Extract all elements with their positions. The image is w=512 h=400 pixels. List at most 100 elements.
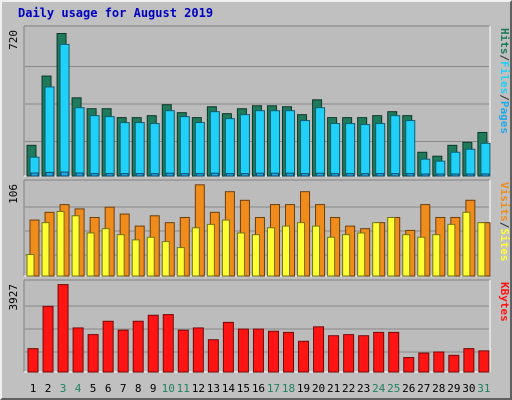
- x-axis-label-day-27: 27: [417, 382, 430, 395]
- bar-kbytes-day-26: [403, 357, 415, 373]
- bar-kbytes-day-9: [147, 314, 159, 373]
- bar-sites-day-25: [387, 216, 396, 277]
- bar-files-day-21: [330, 123, 341, 177]
- bar-pages-day-16: [255, 172, 264, 177]
- x-axis-label-day-18: 18: [282, 382, 295, 395]
- bar-sites-day-18: [282, 225, 291, 277]
- bar-sites-day-7: [116, 234, 125, 277]
- bar-pages-day-2: [45, 171, 54, 177]
- bar-kbytes-day-22: [343, 334, 355, 373]
- bar-files-day-20: [315, 107, 326, 177]
- bar-files-day-8: [134, 122, 145, 177]
- bar-files-day-15: [239, 114, 250, 177]
- bar-sites-day-12: [191, 227, 200, 277]
- x-axis-label-day-16: 16: [252, 382, 265, 395]
- x-axis-label-day-2: 2: [45, 382, 52, 395]
- bar-kbytes-day-16: [252, 328, 264, 373]
- y-axis-max-label: 106: [7, 184, 20, 204]
- bar-kbytes-day-25: [388, 331, 400, 373]
- bar-kbytes-day-27: [418, 352, 430, 373]
- bar-pages-day-14: [225, 173, 234, 177]
- bar-files-day-17: [269, 110, 280, 177]
- x-axis-label-day-6: 6: [105, 382, 112, 395]
- bar-kbytes-day-7: [117, 329, 129, 373]
- bar-kbytes-day-14: [222, 321, 234, 373]
- bar-files-day-24: [375, 123, 386, 177]
- bar-files-day-26: [405, 120, 416, 177]
- bar-kbytes-day-19: [298, 340, 310, 373]
- bar-kbytes-day-15: [237, 328, 249, 373]
- bar-files-day-31: [480, 142, 491, 177]
- bar-sites-day-8: [131, 239, 140, 277]
- bar-kbytes-day-11: [177, 329, 189, 373]
- bar-pages-day-28: [436, 173, 445, 177]
- bar-files-day-5: [89, 115, 100, 177]
- bar-kbytes-day-6: [102, 320, 114, 373]
- legend-files: Files: [498, 61, 511, 94]
- bar-sites-day-1: [26, 253, 35, 277]
- bar-kbytes-day-12: [192, 327, 204, 373]
- bar-kbytes-day-1: [27, 348, 39, 373]
- x-axis-label-day-28: 28: [432, 382, 445, 395]
- bar-files-day-29: [450, 151, 461, 177]
- bar-files-day-30: [465, 148, 476, 177]
- bar-files-day-14: [224, 118, 235, 177]
- bar-pages-day-8: [135, 173, 144, 177]
- x-axis-label-day-23: 23: [357, 382, 370, 395]
- x-axis-label-day-9: 9: [150, 382, 157, 395]
- bar-kbytes-day-23: [358, 335, 370, 373]
- bar-pages-day-19: [301, 173, 310, 177]
- bar-sites-day-21: [327, 236, 336, 277]
- bar-files-day-19: [300, 120, 311, 177]
- bar-kbytes-day-2: [42, 305, 54, 373]
- x-axis-label-day-7: 7: [120, 382, 127, 395]
- x-axis-label-day-17: 17: [267, 382, 280, 395]
- bar-sites-day-14: [221, 219, 230, 277]
- bar-sites-day-28: [432, 234, 441, 277]
- bar-pages-day-27: [421, 173, 430, 177]
- x-axis-label-day-4: 4: [75, 382, 82, 395]
- bar-pages-day-1: [30, 172, 39, 177]
- bar-pages-day-31: [481, 173, 490, 177]
- x-axis-label-day-29: 29: [447, 382, 460, 395]
- bar-pages-day-25: [391, 173, 400, 177]
- legend-pages: Pages: [498, 101, 511, 134]
- bar-files-day-25: [390, 115, 401, 177]
- legend-hits: Hits: [498, 28, 511, 55]
- bar-sites-day-22: [342, 234, 351, 277]
- legend-kbytes: KBytes: [498, 282, 511, 322]
- bar-pages-day-18: [286, 172, 295, 177]
- bar-pages-day-9: [150, 173, 159, 177]
- bar-files-day-2: [44, 86, 55, 177]
- legend-sites: Sites: [498, 228, 511, 261]
- bar-sites-day-26: [402, 234, 411, 277]
- bar-files-day-27: [420, 158, 431, 177]
- x-axis-label-day-20: 20: [312, 382, 325, 395]
- bar-sites-day-11: [176, 247, 185, 277]
- bar-sites-day-16: [251, 234, 260, 277]
- bar-pages-day-17: [270, 172, 279, 177]
- x-axis-label-day-21: 21: [327, 382, 340, 395]
- x-axis-label-day-15: 15: [237, 382, 250, 395]
- bar-sites-day-20: [312, 225, 321, 277]
- x-axis-label-day-8: 8: [135, 382, 142, 395]
- bar-files-day-6: [104, 116, 115, 177]
- bar-kbytes-day-13: [207, 339, 219, 373]
- bar-sites-day-24: [372, 222, 381, 277]
- bar-sites-day-17: [266, 227, 275, 277]
- bar-pages-day-13: [210, 172, 219, 177]
- x-axis-label-day-22: 22: [342, 382, 355, 395]
- x-axis-label-day-11: 11: [177, 382, 190, 395]
- bar-pages-day-22: [346, 173, 355, 177]
- x-axis-label-day-13: 13: [207, 382, 220, 395]
- bar-files-day-11: [179, 116, 190, 177]
- bar-pages-day-5: [90, 173, 99, 177]
- bar-pages-day-10: [165, 172, 174, 177]
- x-axis-label-day-12: 12: [192, 382, 205, 395]
- bar-files-day-13: [209, 111, 220, 177]
- bar-pages-day-23: [361, 173, 370, 177]
- x-axis-label-day-26: 26: [402, 382, 415, 395]
- bar-files-day-7: [119, 122, 130, 177]
- legend-visits-sites: Visits/Sites: [498, 182, 511, 262]
